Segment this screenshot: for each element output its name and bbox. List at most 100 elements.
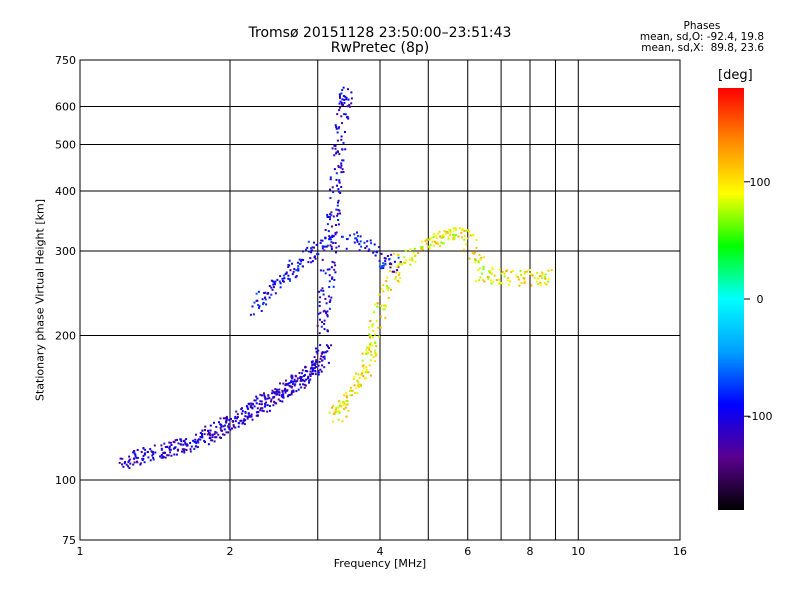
echo-point bbox=[366, 346, 369, 349]
echo-point bbox=[328, 235, 331, 238]
echo-point bbox=[147, 456, 150, 459]
echo-point bbox=[522, 276, 525, 279]
echo-point bbox=[173, 453, 176, 456]
echo-point bbox=[333, 261, 336, 264]
echo-point bbox=[133, 457, 136, 460]
echo-point bbox=[321, 359, 324, 362]
echo-point bbox=[186, 444, 189, 447]
echo-point bbox=[330, 211, 333, 214]
echo-point bbox=[376, 251, 379, 254]
echo-point bbox=[365, 353, 368, 355]
echo-point bbox=[311, 361, 313, 364]
echo-point bbox=[321, 321, 323, 324]
echo-point bbox=[368, 248, 371, 251]
echo-point bbox=[345, 396, 348, 399]
echo-point bbox=[201, 434, 204, 437]
echo-point bbox=[419, 246, 422, 249]
echo-point bbox=[544, 277, 547, 280]
echo-point bbox=[550, 269, 553, 271]
echo-point bbox=[343, 113, 345, 116]
echo-point bbox=[183, 451, 186, 454]
echo-point bbox=[355, 387, 358, 390]
echo-point bbox=[259, 409, 262, 412]
echo-point bbox=[128, 459, 131, 462]
echo-point bbox=[333, 168, 336, 171]
echo-point bbox=[219, 417, 222, 420]
echo-point bbox=[142, 457, 145, 460]
echo-point bbox=[338, 181, 341, 184]
echo-point bbox=[310, 247, 313, 250]
echo-point bbox=[208, 432, 211, 435]
echo-point bbox=[345, 238, 348, 241]
echo-point bbox=[232, 420, 235, 423]
echo-point bbox=[296, 377, 299, 380]
echo-point bbox=[429, 243, 432, 246]
echo-point bbox=[489, 271, 492, 274]
echo-point bbox=[345, 415, 348, 418]
echo-point bbox=[342, 403, 345, 406]
echo-point bbox=[282, 280, 285, 283]
echo-point bbox=[482, 268, 485, 271]
echo-point bbox=[287, 264, 290, 266]
echo-point bbox=[539, 275, 541, 278]
echo-point bbox=[345, 399, 348, 402]
echo-point bbox=[312, 367, 314, 370]
echo-point bbox=[386, 255, 389, 257]
echo-point bbox=[365, 349, 368, 351]
echo-point bbox=[374, 354, 377, 357]
echo-point bbox=[465, 229, 468, 232]
echo-point bbox=[284, 389, 287, 392]
echo-point bbox=[288, 393, 291, 396]
echo-point bbox=[133, 450, 136, 452]
phase-stats-o: mean, sd,O: -92.4, 19.8 bbox=[639, 31, 764, 43]
echo-point bbox=[303, 383, 306, 386]
echo-point bbox=[241, 410, 244, 413]
echo-point bbox=[336, 410, 339, 413]
echo-point bbox=[215, 431, 218, 434]
echo-point bbox=[339, 192, 342, 194]
echo-point bbox=[432, 244, 435, 247]
echo-point bbox=[287, 382, 290, 385]
echo-point bbox=[176, 438, 178, 441]
echo-point bbox=[334, 232, 337, 234]
echo-point bbox=[368, 348, 371, 351]
echo-point bbox=[399, 261, 402, 264]
echo-point bbox=[228, 418, 231, 421]
echo-point bbox=[523, 280, 526, 283]
echo-point bbox=[239, 419, 242, 422]
echo-point bbox=[274, 388, 277, 391]
echo-point bbox=[335, 151, 338, 154]
echo-point bbox=[258, 305, 261, 308]
echo-point bbox=[362, 375, 365, 378]
echo-point bbox=[335, 208, 338, 211]
echo-point bbox=[475, 239, 478, 242]
echo-point bbox=[340, 164, 343, 167]
echo-point bbox=[436, 241, 439, 244]
echo-point bbox=[199, 436, 202, 438]
echo-point bbox=[365, 245, 368, 248]
echo-point bbox=[465, 243, 468, 246]
echo-point bbox=[320, 289, 323, 292]
echo-point bbox=[478, 267, 481, 270]
echo-point bbox=[257, 290, 260, 293]
echo-point bbox=[213, 433, 216, 436]
echo-point bbox=[440, 241, 443, 244]
echo-point bbox=[152, 456, 155, 459]
echo-point bbox=[316, 324, 319, 327]
echo-point bbox=[273, 391, 276, 394]
echo-point bbox=[386, 284, 389, 287]
echo-point bbox=[413, 247, 416, 250]
echo-point bbox=[256, 299, 259, 302]
echo-point bbox=[348, 103, 351, 106]
echo-point bbox=[326, 315, 329, 318]
echo-point bbox=[332, 404, 335, 407]
echo-point bbox=[329, 236, 332, 239]
echo-point bbox=[474, 259, 477, 262]
echo-point bbox=[287, 394, 290, 397]
echo-point bbox=[368, 326, 371, 329]
echo-point bbox=[541, 277, 544, 280]
echo-point bbox=[443, 230, 446, 233]
echo-point bbox=[479, 276, 482, 279]
echo-point bbox=[179, 438, 182, 441]
echo-point bbox=[331, 277, 333, 280]
